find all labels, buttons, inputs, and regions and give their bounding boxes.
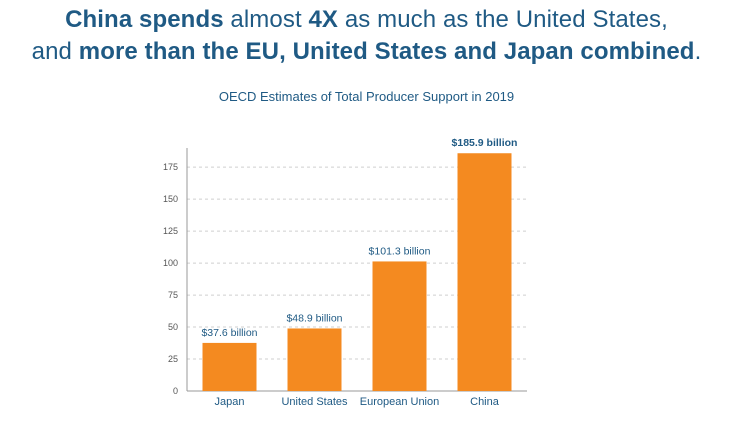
headline-line-2: and more than the EU, United States and … [0,36,733,68]
y-tick-label: 150 [163,194,178,204]
labels: 0 25 50 75 100 125 150 175 $37.6 billion Japan $48… [163,137,518,408]
y-tick-label: 125 [163,226,178,236]
bars [202,153,512,391]
y-tick-label: 0 [173,386,178,396]
bar-japan [202,342,257,391]
data-label: $37.6 billion [201,327,257,339]
y-tick-label: 25 [168,354,178,364]
headline-segment: and [31,38,79,65]
headline-segment: . [694,38,702,65]
y-tick-label: 100 [163,258,178,268]
headline-segment: as much as the United States, [338,6,668,33]
headline-segment: almost [223,6,309,33]
headline-line-1: China spends almost 4X as much as the Un… [0,4,733,36]
chart-title: OECD Estimates of Total Producer Support… [218,89,515,104]
y-tick-label: 50 [168,322,178,332]
headline-segment: more than the EU, United States and Japa… [78,38,695,65]
category-label: European Union [360,396,440,408]
bar-european-union [372,261,427,391]
category-label: Japan [215,396,245,408]
headline-segment: 4X [308,6,339,33]
bar-china [457,153,512,391]
data-label: $101.3 billion [369,245,431,257]
headline-segment: China spends [65,6,224,33]
data-label: $185.9 billion [452,137,518,149]
headline: China spends almost 4X as much as the Un… [0,4,733,68]
y-tick-label: 175 [163,162,178,172]
data-label: $48.9 billion [286,312,342,324]
category-label: United States [281,396,348,408]
y-tick-label: 75 [168,290,178,300]
category-label: China [470,396,500,408]
bar-united-states [287,328,342,391]
